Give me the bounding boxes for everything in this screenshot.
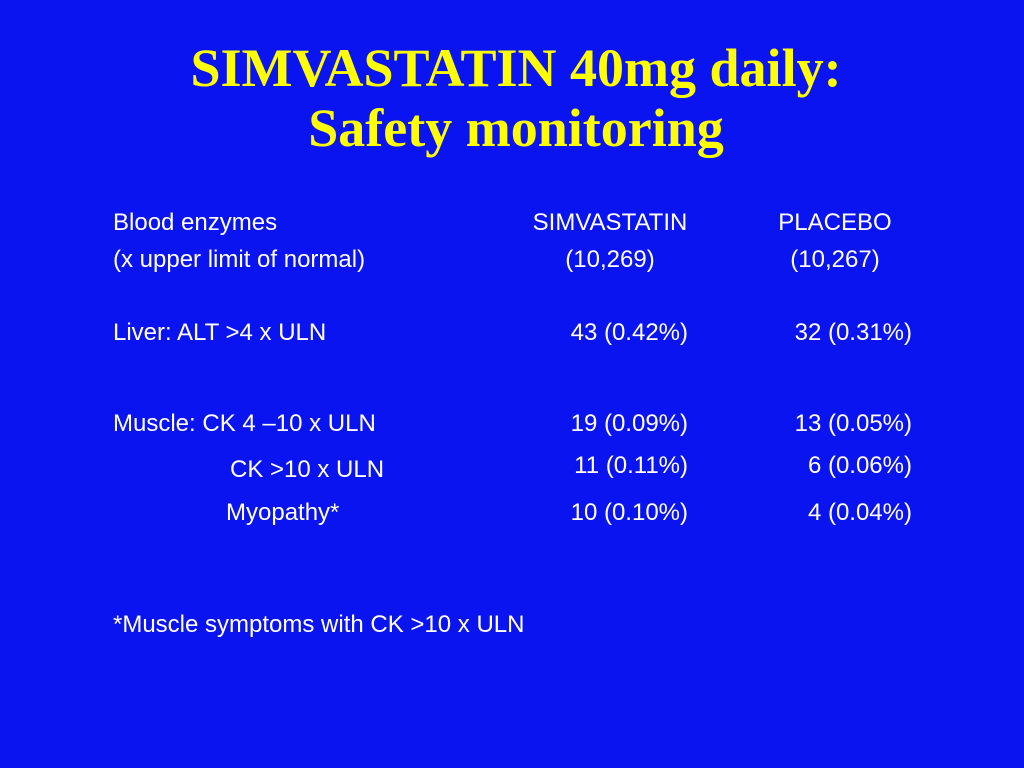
row-label-muscle-ck-4-10: Muscle: CK 4 –10 x ULN — [113, 410, 376, 437]
row-value-placebo-ck-4-10: 13 (0.05%) — [794, 410, 912, 437]
row-value-placebo-ck-over-10: 6 (0.06%) — [807, 452, 912, 479]
row-value-placebo-myopathy: 4 (0.04%) — [807, 499, 912, 526]
header-label-line-2: (x upper limit of normal) — [113, 246, 366, 273]
row-value-simvastatin-ck-4-10: 19 (0.09%) — [570, 410, 688, 437]
row-value-placebo-liver: 32 (0.31%) — [794, 319, 912, 346]
header-simvastatin-n: (10,269) — [565, 246, 655, 273]
row-label-liver-alt: Liver: ALT >4 x ULN — [113, 319, 327, 346]
slide-title: SIMVASTATIN 40mg daily: Safety monitorin… — [0, 38, 1024, 158]
row-value-simvastatin-liver: 43 (0.42%) — [570, 319, 688, 346]
footnote: *Muscle symptoms with CK >10 x ULN — [113, 611, 525, 638]
header-placebo-name: PLACEBO — [778, 209, 892, 236]
row-label-myopathy: Myopathy* — [226, 499, 340, 526]
slide-title-line-1: SIMVASTATIN 40mg daily: — [190, 38, 842, 98]
slide-title-line-2: Safety monitoring — [308, 98, 724, 158]
row-value-simvastatin-ck-over-10: 11 (0.11%) — [574, 452, 688, 479]
row-label-ck-over-10: CK >10 x ULN — [230, 456, 385, 483]
header-simvastatin-name: SIMVASTATIN — [532, 209, 688, 236]
row-value-simvastatin-myopathy: 10 (0.10%) — [570, 499, 688, 526]
header-placebo-n: (10,267) — [790, 246, 880, 273]
header-label-line-1: Blood enzymes — [113, 209, 278, 236]
